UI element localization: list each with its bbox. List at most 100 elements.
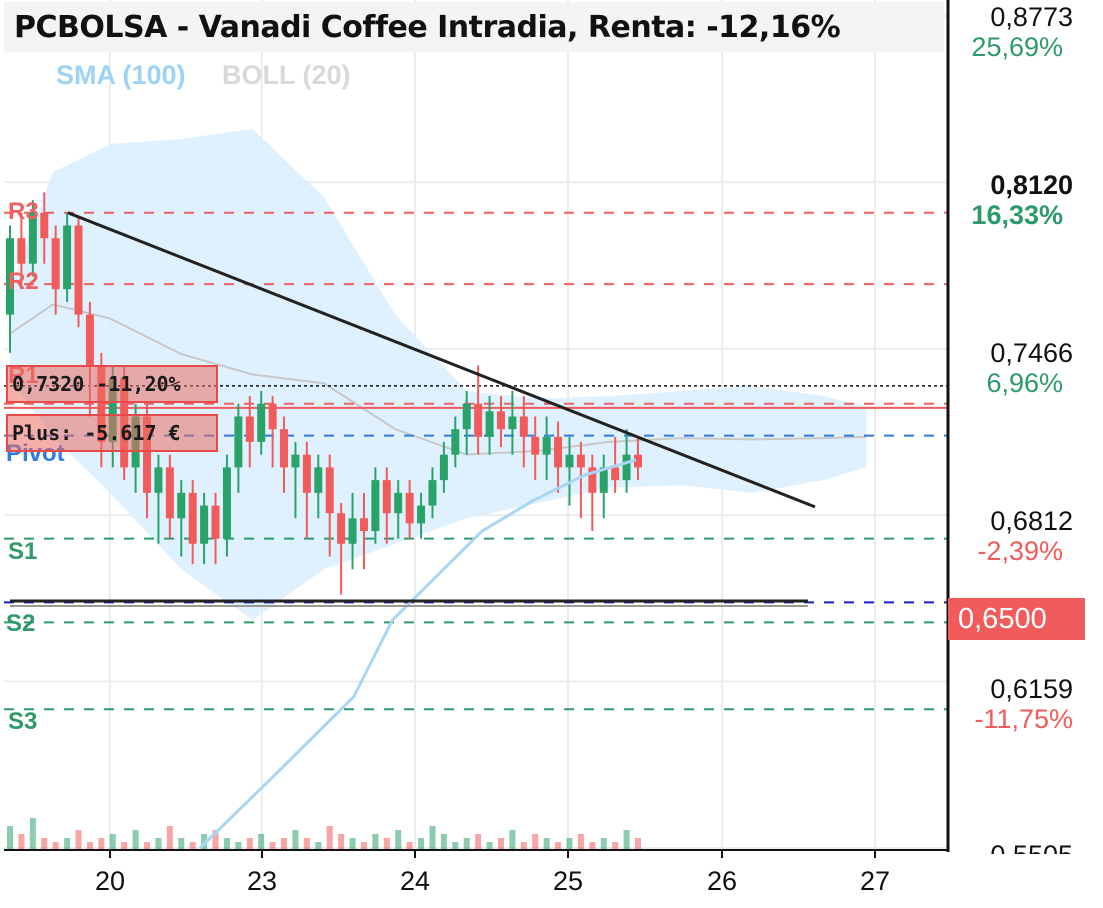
candle-body-12 [143,416,152,493]
candle-body-18 [211,505,220,539]
candle-body-42 [485,411,494,437]
volume-bar-22 [258,834,265,850]
level-label-s3: S3 [8,708,38,735]
volume-bar-13 [155,838,162,850]
volume-bar-47 [543,838,550,850]
candle-body-19 [222,467,231,539]
x-tick-label-2: 24 [400,866,430,896]
volume-bar-48 [555,842,562,850]
volume-bar-15 [178,838,185,850]
y-tick-0: 0,8773 [990,2,1073,32]
volume-bar-46 [532,834,539,850]
candle-body-31 [359,518,368,532]
volume-bar-18 [212,830,219,850]
level-label-r2: R2 [8,268,39,295]
y-tick-1: 0,8120 [990,170,1073,200]
level-label-r3: R3 [8,198,39,225]
candle-body-22 [257,403,266,442]
sma-line [198,458,637,850]
candle-body-21 [245,416,254,442]
volume-bar-52 [600,838,607,850]
x-tick-label-3: 25 [553,866,583,896]
volume-bar-23 [269,842,276,850]
volume-bar-32 [372,834,379,850]
volume-bar-38 [440,834,447,850]
volume-bar-6 [75,830,82,850]
volume-bar-50 [577,834,584,850]
candle-body-38 [439,454,448,481]
volume-bar-35 [406,842,413,850]
candle-body-23 [268,403,277,430]
sma-legend[interactable]: SMA (100) [56,60,186,90]
candle-body-0 [6,238,14,315]
y-pct-1: 16,33% [971,200,1063,230]
volume-bar-42 [486,842,493,850]
volume-bar-31 [360,842,367,850]
candle-body-13 [154,467,163,493]
candle-body-39 [451,429,460,455]
candle-body-5 [63,225,72,290]
volume-bar-37 [429,826,436,850]
level-label-s2: S2 [6,610,36,637]
candle-body-32 [371,480,380,532]
volume-bar-0 [7,826,13,850]
y-pct-2: 6,96% [986,368,1063,398]
volume-bar-43 [497,838,504,850]
volume-bar-39 [452,842,459,850]
volume-bar-30 [349,838,356,850]
volume-bars [7,818,641,850]
candle-body-8 [97,365,106,442]
candle-body-6 [74,225,83,315]
volume-bar-41 [475,834,482,850]
candle-body-1 [17,238,26,264]
candle-body-48 [554,436,563,468]
x-tick-label-4: 26 [707,866,737,896]
y-tick-4: 0,6159 [990,674,1073,704]
candle-body-50 [576,454,585,468]
position-pnl-box[interactable]: Plus: -5.617 € [6,414,218,452]
volume-bar-20 [235,842,242,850]
candle-body-20 [234,416,243,468]
sma-polyline [198,458,637,850]
candle-body-37 [428,480,437,506]
candle-body-36 [417,505,426,524]
volume-bar-8 [98,838,105,850]
candle-body-14 [165,467,174,519]
volume-bar-29 [338,834,345,850]
candle-body-44 [508,416,517,430]
candle-body-53 [611,467,620,481]
candle-body-16 [188,492,197,544]
candle-body-2 [28,212,37,264]
y-pct-0: 25,69% [971,32,1063,62]
volume-bar-24 [281,838,288,850]
candle-body-40 [462,403,471,430]
y-tick-2: 0,7466 [990,338,1073,368]
candle-body-24 [280,429,289,468]
volume-bar-16 [189,842,196,850]
x-tick-label-5: 27 [860,866,890,896]
level-label-s1: S1 [8,538,38,565]
volume-bar-3 [41,838,48,850]
position-entry-box[interactable]: 0,7320 -11,20% [6,365,218,403]
candle-body-47 [542,436,551,455]
volume-bar-51 [589,842,596,850]
boll-legend[interactable]: BOLL (20) [222,60,351,90]
volume-bar-12 [144,842,151,850]
candle-body-30 [348,518,357,544]
volume-bar-53 [612,842,619,850]
volume-bar-10 [121,842,128,850]
candle-body-25 [291,454,300,468]
volume-bar-34 [395,830,402,850]
candle-body-33 [382,480,391,514]
candle-body-26 [302,454,311,493]
volume-bar-14 [166,826,173,850]
candle-body-55 [634,454,642,468]
volume-bar-28 [326,826,333,850]
downtrend-line [67,211,816,509]
candle-body-45 [519,416,528,437]
candle-body-54 [622,454,631,481]
candle-body-15 [177,492,186,519]
current-price-tag: 0,6500 [948,598,1085,640]
candle-body-34 [394,492,403,514]
